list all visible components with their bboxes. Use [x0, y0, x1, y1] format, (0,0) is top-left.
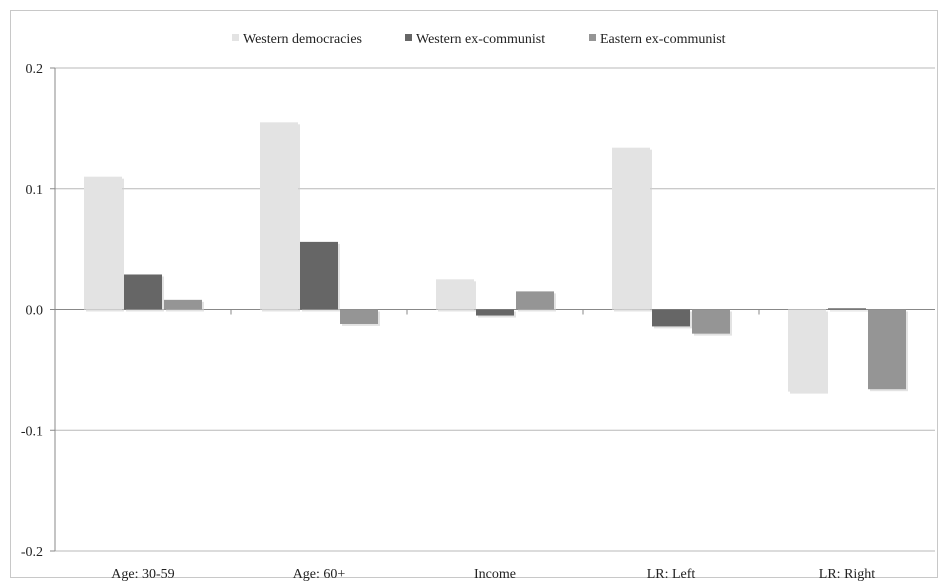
legend-swatch	[232, 34, 239, 41]
bar	[84, 176, 122, 310]
bar	[124, 274, 162, 310]
bar	[300, 241, 338, 310]
legend-label: Western ex-communist	[416, 32, 545, 47]
legend-swatch	[589, 34, 596, 41]
legend-swatch	[405, 34, 412, 41]
y-tick-label: -0.1	[21, 424, 43, 439]
bar	[868, 309, 906, 390]
bar	[612, 147, 650, 310]
y-tick-label: 0.0	[26, 304, 44, 319]
bar	[516, 291, 554, 310]
legend-label: Eastern ex-communist	[600, 32, 726, 47]
x-tick-label: LR: Left	[647, 567, 696, 582]
y-tick-label: -0.2	[21, 545, 43, 560]
y-tick-label: 0.1	[26, 183, 44, 198]
bar	[436, 279, 474, 310]
x-tick-label: Income	[474, 567, 516, 582]
x-tick-label: Age: 30-59	[111, 567, 174, 582]
legend: Western democracies Western ex-communist E…	[232, 32, 726, 47]
bar	[652, 309, 690, 327]
bar	[828, 308, 866, 310]
y-tick-label: 0.2	[26, 62, 44, 77]
bar	[476, 309, 514, 316]
bar-shadow	[830, 310, 868, 312]
legend-label: Western democracies	[243, 32, 362, 47]
bar	[340, 309, 378, 324]
bar	[692, 309, 730, 334]
bar	[260, 122, 298, 310]
bar	[164, 299, 202, 310]
bars	[84, 122, 908, 394]
x-tick-label: LR: Right	[819, 567, 876, 582]
bar	[788, 309, 826, 392]
axis-labels: 0.2 0.1 0.0 -0.1 -0.2 Age: 30-59 Age: 60+ Incom…	[21, 62, 875, 582]
x-tick-label: Age: 60+	[293, 567, 346, 582]
